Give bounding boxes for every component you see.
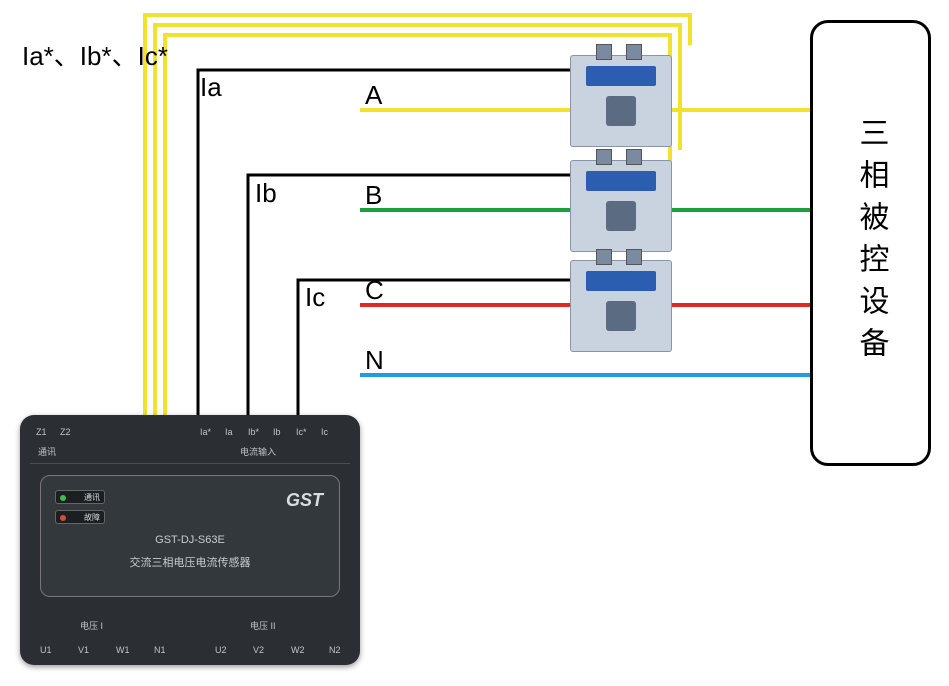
ct-a bbox=[570, 55, 672, 147]
ct-b bbox=[570, 160, 672, 252]
wiring-canvas: Ia*、Ib*、Ic* Ia Ib Ic A B C N 三相被控设备 Z1 Z… bbox=[0, 0, 949, 686]
term-v2: V2 bbox=[253, 645, 264, 655]
ib-label: Ib bbox=[255, 178, 277, 209]
group-volt2: 电压 II bbox=[250, 619, 276, 632]
device-panel: 通讯 故障 GST GST-DJ-S63E 交流三相电压电流传感器 bbox=[40, 475, 340, 597]
ia-label: Ia bbox=[200, 72, 222, 103]
device-logo: GST bbox=[286, 490, 323, 511]
group-comm: 通讯 bbox=[38, 445, 56, 458]
led-comm: 通讯 bbox=[55, 490, 105, 504]
phase-n-label: N bbox=[365, 345, 384, 376]
term-ic: Ic bbox=[321, 427, 328, 437]
ic-label: Ic bbox=[305, 282, 325, 313]
led-fault: 故障 bbox=[55, 510, 105, 524]
term-ia: Ia bbox=[225, 427, 233, 437]
device-model: GST-DJ-S63E bbox=[41, 534, 339, 546]
term-n2: N2 bbox=[329, 645, 341, 655]
equipment-label: 三相被控设备 bbox=[849, 117, 893, 369]
term-n1: N1 bbox=[154, 645, 166, 655]
device-bottom-strip: 电压 I U1 V1 W1 N1 电压 II U2 V2 W2 N2 bbox=[30, 617, 350, 657]
term-ib-star: Ib* bbox=[248, 427, 259, 437]
term-ib: Ib bbox=[273, 427, 281, 437]
equipment-box: 三相被控设备 bbox=[810, 20, 931, 466]
phase-a-label: A bbox=[365, 80, 382, 111]
header-label: Ia*、Ib*、Ic* bbox=[22, 36, 168, 73]
group-volt1: 电压 I bbox=[80, 619, 103, 632]
phase-b-label: B bbox=[365, 180, 382, 211]
ct-c bbox=[570, 260, 672, 352]
term-w1: W1 bbox=[116, 645, 130, 655]
term-z2: Z2 bbox=[60, 427, 71, 437]
group-current: 电流输入 bbox=[240, 445, 276, 458]
term-ic-star: Ic* bbox=[296, 427, 307, 437]
phase-c-label: C bbox=[365, 275, 384, 306]
term-w2: W2 bbox=[291, 645, 305, 655]
term-z1: Z1 bbox=[36, 427, 47, 437]
term-u2: U2 bbox=[215, 645, 227, 655]
device-description: 交流三相电压电流传感器 bbox=[41, 554, 339, 570]
term-u1: U1 bbox=[40, 645, 52, 655]
term-ia-star: Ia* bbox=[200, 427, 211, 437]
device-top-strip: Z1 Z2 通讯 Ia* Ia Ib* Ib Ic* Ic 电流输入 bbox=[30, 423, 350, 464]
term-v1: V1 bbox=[78, 645, 89, 655]
sensor-device: Z1 Z2 通讯 Ia* Ia Ib* Ib Ic* Ic 电流输入 通讯 故障… bbox=[20, 415, 360, 665]
